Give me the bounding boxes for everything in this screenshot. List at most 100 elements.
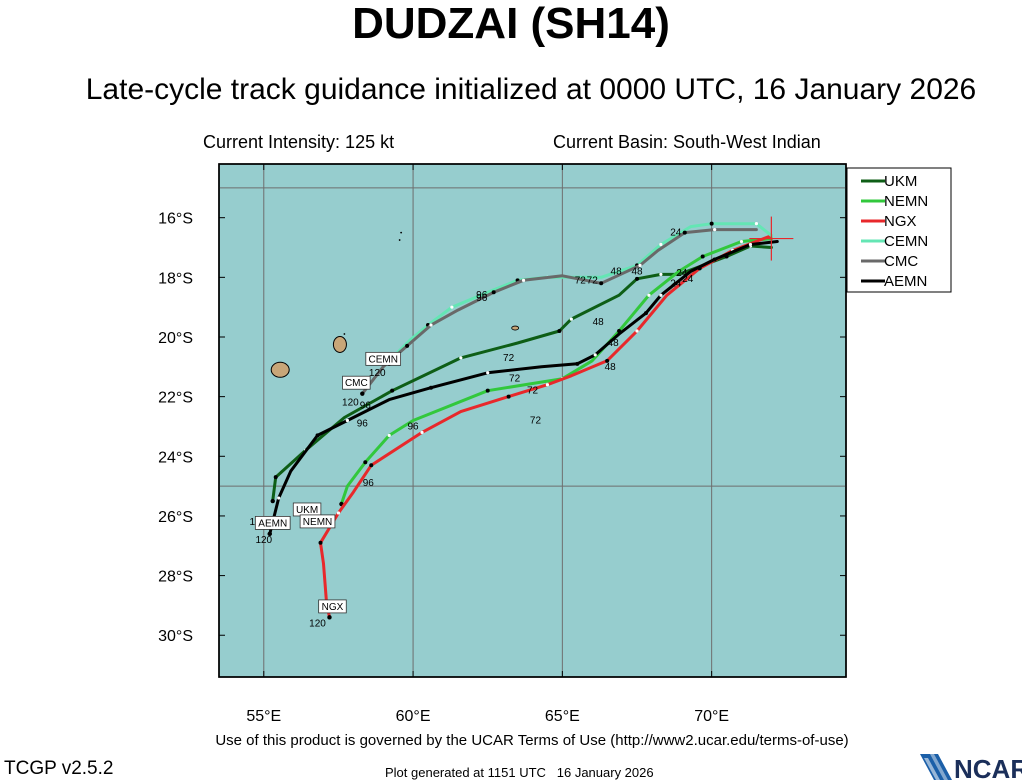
y-tick-label: 20°S — [158, 330, 193, 347]
forecast-hour-label: 120 — [342, 398, 359, 409]
end-label-nemn: NEMN — [303, 517, 332, 528]
forecast-hour-label: 72 — [527, 386, 539, 397]
track-point — [318, 540, 323, 545]
track-point — [739, 239, 744, 244]
track-point — [363, 460, 368, 465]
main-title: DUDZAI (SH14) — [352, 0, 670, 48]
track-end-point — [327, 615, 332, 620]
track-point — [593, 353, 597, 357]
legend-label-aemn: AEMN — [884, 273, 927, 290]
legend-label-ngx: NGX — [884, 213, 917, 230]
y-tick-label: 18°S — [158, 270, 193, 287]
track-point — [557, 329, 562, 334]
ncar-logo: NCAR — [920, 754, 1022, 780]
track-point — [709, 221, 714, 226]
legend-label-nemn: NEMN — [884, 193, 928, 210]
grid-lines — [219, 164, 846, 677]
current-intensity: Current Intensity: 125 kt — [203, 132, 395, 152]
track-point — [277, 496, 281, 500]
y-tick-label: 22°S — [158, 390, 193, 407]
x-tick-label: 60°E — [396, 708, 431, 725]
forecast-hour-label: 96 — [360, 401, 372, 412]
x-tick-label: 65°E — [545, 708, 580, 725]
track-point — [569, 317, 573, 321]
track-point — [315, 433, 320, 438]
y-tick-label: 24°S — [158, 449, 193, 466]
forecast-hour-label: 96 — [363, 478, 375, 489]
forecast-hour-label: 24 — [670, 228, 682, 239]
forecast-hour-label: 96 — [476, 293, 488, 304]
y-tick-label: 28°S — [158, 569, 193, 586]
axis-ticks: 55°E 60°E 65°E 70°E 16°S 18°S 20°S 22°S 24°S 26°S… — [158, 164, 846, 725]
land-layer — [270, 231, 520, 378]
legend-label-cmc: CMC — [884, 253, 918, 270]
forecast-hour-label: 24 — [676, 268, 688, 279]
plot-frame — [218, 163, 847, 678]
islet — [400, 231, 403, 234]
end-label-box — [299, 514, 336, 529]
end-label-box — [318, 599, 347, 614]
legend-box — [846, 167, 952, 293]
forecast-hour-label: 48 — [605, 362, 617, 373]
x-tick-label: 70°E — [694, 708, 729, 725]
forecast-hour-label: 72 — [503, 353, 515, 364]
track-point — [545, 383, 550, 387]
forecast-hour-label: 72 — [587, 275, 599, 286]
track-point — [700, 254, 705, 259]
track-point — [635, 329, 639, 333]
track-point — [599, 281, 604, 286]
forecast-hour-label: 72 — [530, 415, 542, 426]
forecast-hour-label: 48 — [631, 266, 643, 277]
track-point — [491, 290, 496, 295]
forecast-hour-label: 96 — [476, 290, 488, 301]
track-end-point — [267, 531, 272, 537]
forecast-hour-label: 72 — [575, 275, 587, 286]
forecast-hour-label: 48 — [611, 266, 623, 277]
forecast-hour-label: 24 — [682, 274, 694, 285]
track-point — [713, 228, 717, 232]
end-label-layer: UKM AEMN NEMN CMC CEMN NGX — [254, 351, 402, 614]
mauritius-island — [332, 335, 347, 353]
forecast-hour-label: 120 — [309, 618, 326, 629]
forecast-hour-label: 24 — [670, 278, 682, 289]
y-tick-label: 26°S — [158, 509, 193, 526]
track-point — [521, 278, 526, 282]
version-label: TCGP v2.5.2 — [4, 758, 114, 779]
legend-label-cemn: CEMN — [884, 233, 928, 250]
track-point — [405, 343, 410, 348]
track-point — [643, 311, 648, 316]
track-end-point — [270, 498, 275, 504]
forecast-hour-label: 120 — [255, 535, 272, 546]
track-point — [273, 475, 278, 480]
track-ngx — [319, 234, 773, 619]
y-tick-label: 30°S — [158, 628, 193, 645]
generated-timestamp: Plot generated at 1151 UTC 16 January 20… — [385, 765, 654, 780]
track-point — [575, 361, 580, 366]
islet — [343, 333, 346, 335]
forecast-hour-label: 96 — [357, 418, 369, 429]
track-point — [754, 222, 759, 226]
track-point — [638, 263, 642, 268]
islet — [398, 239, 401, 241]
y-tick-label: 16°S — [158, 211, 193, 228]
current-position-marker — [749, 216, 794, 261]
track-point — [485, 388, 490, 393]
track-point — [428, 385, 433, 390]
subtitle: Late-cycle track guidance initialized at… — [85, 73, 977, 106]
end-label-box — [365, 351, 402, 366]
end-label-ngx: NGX — [322, 602, 344, 613]
track-end-point — [360, 391, 365, 396]
track-point — [387, 433, 391, 438]
track-point — [659, 293, 663, 297]
legend: UKM NEMN NGX CEMN CMC AEMN — [846, 167, 952, 293]
track-nemn — [339, 237, 773, 506]
track-point — [506, 394, 511, 399]
track-point — [682, 230, 687, 235]
track-point — [748, 242, 753, 247]
track-point — [459, 356, 463, 360]
track-point — [450, 305, 454, 309]
forecast-hour-label: 120 — [369, 368, 386, 379]
end-label-box — [254, 515, 291, 530]
track-cmc — [360, 228, 758, 396]
